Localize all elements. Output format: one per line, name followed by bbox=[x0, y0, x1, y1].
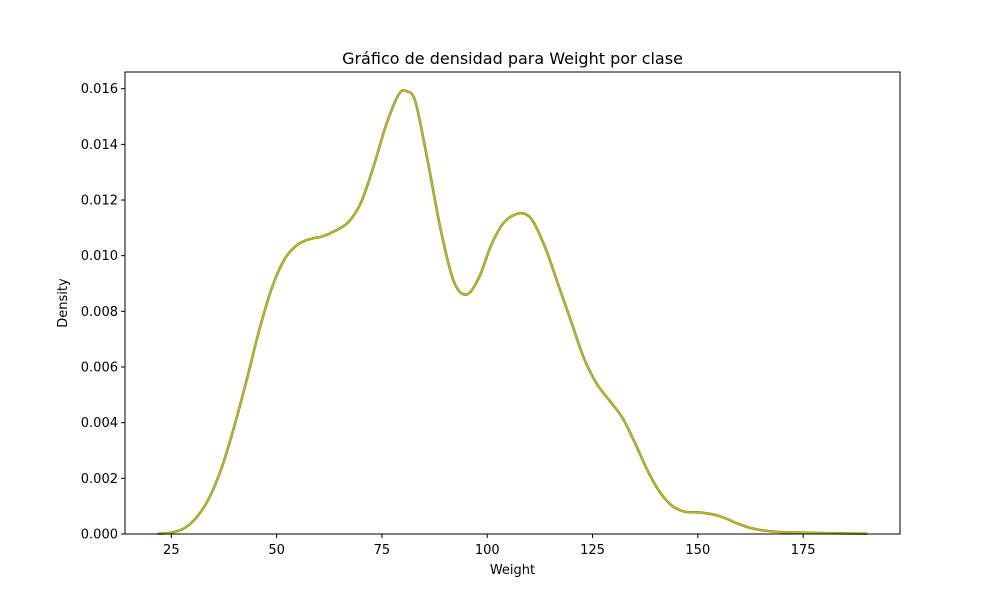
plot-area bbox=[125, 72, 900, 534]
plot-frame bbox=[124, 71, 901, 535]
y-tick-label: 0.000 bbox=[81, 528, 118, 543]
chart-title: Gráfico de densidad para Weight por clas… bbox=[342, 49, 683, 68]
y-axis-ticks: 0.000 0.002 0.004 0.006 0.008 0.010 0.012 0.014… bbox=[81, 82, 125, 543]
x-tick-label: 25 bbox=[163, 543, 180, 558]
y-tick-label: 0.006 bbox=[81, 361, 118, 376]
x-tick-label: 125 bbox=[580, 543, 605, 558]
y-tick-label: 0.010 bbox=[81, 249, 118, 264]
y-tick-label: 0.014 bbox=[81, 138, 118, 153]
y-tick-label: 0.004 bbox=[81, 416, 118, 431]
x-tick-label: 175 bbox=[791, 543, 816, 558]
x-axis-label: Weight bbox=[490, 563, 535, 578]
y-tick-label: 0.008 bbox=[81, 305, 118, 320]
x-tick-label: 75 bbox=[374, 543, 391, 558]
x-tick-label: 150 bbox=[685, 543, 710, 558]
x-tick-label: 100 bbox=[475, 543, 500, 558]
y-tick-label: 0.002 bbox=[81, 472, 118, 487]
density-line-overlay bbox=[158, 89, 867, 535]
x-axis-ticks: 25 50 75 100 125 150 175 bbox=[163, 534, 816, 558]
y-axis-label: Density bbox=[56, 278, 71, 328]
x-tick-label: 50 bbox=[268, 543, 285, 558]
y-tick-label: 0.012 bbox=[81, 194, 118, 209]
y-tick-label: 0.016 bbox=[81, 82, 118, 97]
